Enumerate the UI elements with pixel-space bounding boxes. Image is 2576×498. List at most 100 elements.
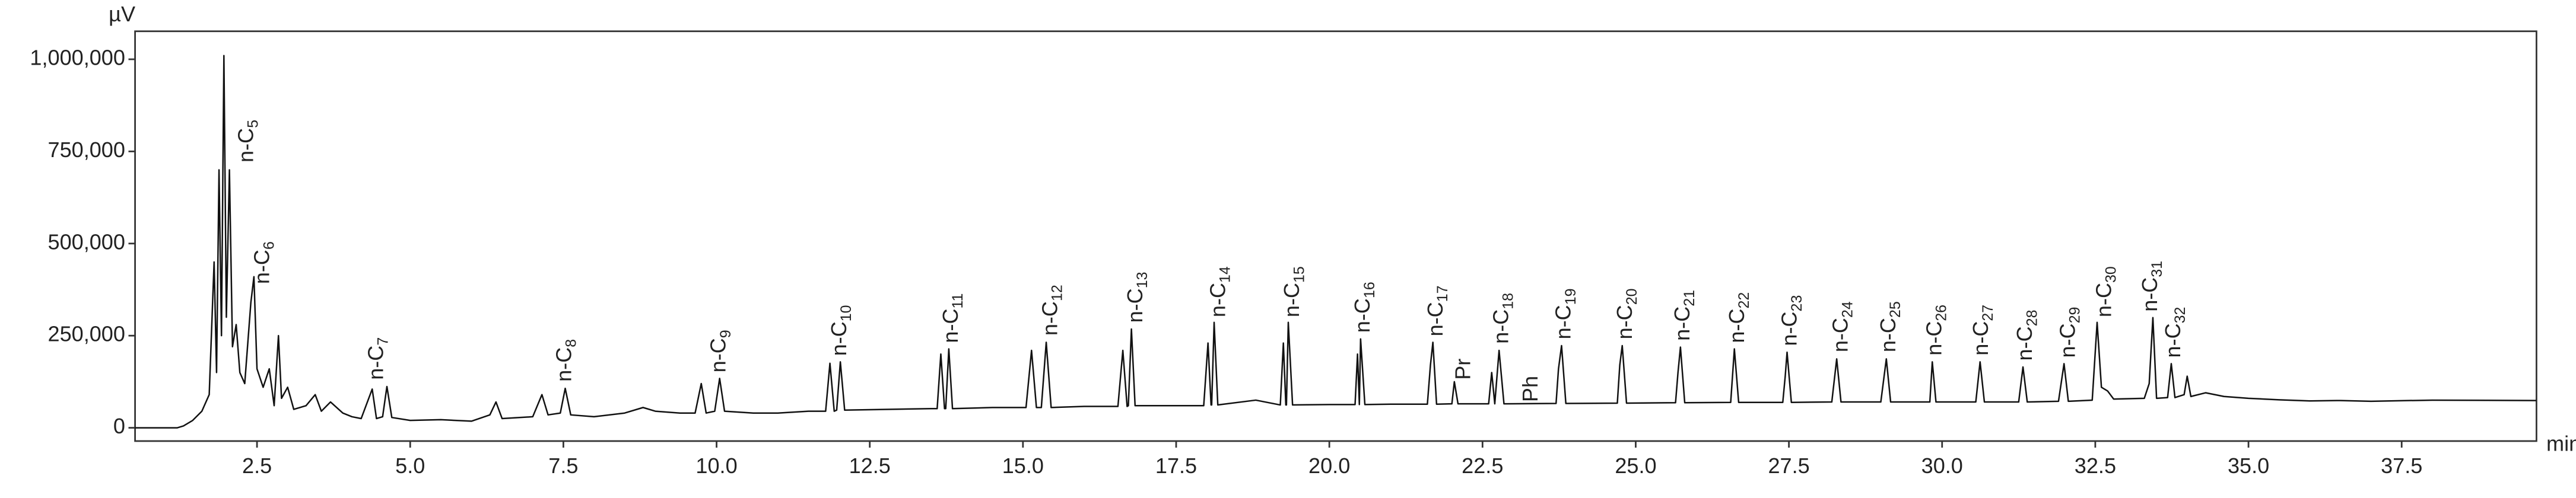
peak-label-subscript: 11 — [949, 293, 966, 309]
x-tick-label: 10.0 — [695, 454, 737, 478]
peak-label-subscript: 9 — [717, 330, 733, 338]
peak-label: n-C21 — [1670, 290, 1698, 341]
x-tick-label: 17.5 — [1155, 454, 1197, 478]
peak-label: n-C18 — [1488, 293, 1516, 344]
peak-label: n-C30 — [2091, 266, 2119, 317]
x-tick-label: 12.5 — [849, 454, 891, 478]
peak-label: n-C20 — [1612, 288, 1640, 339]
peak-label-text: n-C — [1422, 302, 1447, 336]
peak-label-subscript: 29 — [2066, 307, 2083, 324]
peak-label-subscript: 16 — [1361, 282, 1378, 298]
peak-label-text: n-C — [706, 338, 730, 372]
x-tick-label: 25.0 — [1615, 454, 1656, 478]
peak-label-text: n-C — [1968, 321, 1992, 356]
peak-label-subscript: 24 — [1839, 301, 1856, 318]
y-tick-label: 0 — [113, 414, 125, 438]
peak-label-text: n-C — [1828, 318, 1852, 352]
peak-label: n-C28 — [2012, 310, 2040, 361]
peak-label-subscript: 13 — [1134, 272, 1151, 288]
peak-label-text: n-C — [1875, 318, 1900, 352]
trace — [135, 55, 2537, 429]
x-tick-label: 7.5 — [548, 454, 578, 478]
x-tick-label: 15.0 — [1002, 454, 1044, 478]
peak-label-text: n-C — [363, 346, 387, 380]
peak-label: n-C6 — [249, 241, 277, 284]
peak-label-text: n-C — [1551, 305, 1575, 339]
peak-label-text: n-C — [1279, 283, 1304, 317]
peak-label-subscript: 14 — [1216, 266, 1233, 283]
peak-label-text: n-C — [1921, 321, 1946, 356]
peak-label-subscript: 8 — [563, 339, 579, 347]
peak-label: n-C32 — [2161, 307, 2189, 358]
peak-label-text: n-C — [2137, 277, 2161, 312]
peak-label-text: n-C — [2091, 283, 2116, 317]
peak-label-text: n-C — [1670, 307, 1694, 341]
peak-label-text: Ph — [1517, 376, 1542, 402]
peak-label-subscript: 12 — [1049, 285, 1065, 301]
peak-label-text: n-C — [2012, 326, 2037, 360]
peak-label: n-C17 — [1422, 285, 1450, 336]
peak-label: n-C15 — [1279, 266, 1307, 317]
peak-label: n-C24 — [1828, 301, 1856, 352]
x-tick-label: 32.5 — [2075, 454, 2116, 478]
x-axis-label: min — [2546, 432, 2576, 456]
peak-label-text: n-C — [938, 308, 963, 343]
peak-label-subscript: 20 — [1624, 288, 1640, 305]
peak-label-text: n-C — [2161, 323, 2185, 357]
peak-label: n-C29 — [2055, 307, 2083, 358]
peak-label: n-C10 — [827, 305, 855, 356]
x-tick-label: 5.0 — [395, 454, 425, 478]
peak-label-text: n-C — [1037, 301, 1062, 336]
peak-label-subscript: 31 — [2149, 261, 2165, 277]
peak-label-subscript: 27 — [1980, 305, 1996, 321]
peak-label: n-C31 — [2137, 261, 2165, 312]
peak-label: n-C13 — [1122, 272, 1150, 323]
peak-label-subscript: 7 — [374, 337, 391, 346]
peak-label: n-C12 — [1037, 285, 1065, 336]
peak-label: n-C26 — [1921, 305, 1949, 356]
peak-label-subscript: 19 — [1562, 288, 1578, 305]
x-tick-label: 30.0 — [1921, 454, 1963, 478]
peak-label-text: n-C — [249, 250, 274, 284]
peak-label-subscript: 21 — [1681, 290, 1698, 307]
peak-label-text: n-C — [551, 347, 576, 382]
peak-label: Pr — [1450, 359, 1475, 380]
peak-label-subscript: 23 — [1788, 295, 1805, 312]
peak-label-text: n-C — [1350, 298, 1374, 333]
x-tick-label: 27.5 — [1768, 454, 1809, 478]
x-tick-label: 37.5 — [2381, 454, 2422, 478]
peak-label-text: Pr — [1450, 359, 1475, 380]
peak-label-text: n-C — [1777, 311, 1801, 346]
peak-label-text: n-C — [1488, 309, 1513, 344]
peak-label: n-C25 — [1875, 301, 1903, 352]
peak-label: n-C7 — [363, 337, 391, 380]
peak-label-subscript: 30 — [2102, 266, 2119, 283]
peak-label-subscript: 32 — [2172, 307, 2189, 324]
peak-label-subscript: 5 — [244, 120, 261, 128]
x-tick-label: 2.5 — [242, 454, 272, 478]
peak-label-subscript: 28 — [2024, 310, 2040, 327]
y-tick-label: 250,000 — [48, 322, 125, 346]
peak-label-subscript: 17 — [1434, 285, 1451, 302]
peak-label: n-C11 — [938, 293, 966, 343]
x-tick-label: 20.0 — [1308, 454, 1350, 478]
peak-label-text: n-C — [1122, 288, 1146, 323]
x-tick-label: 35.0 — [2228, 454, 2269, 478]
peak-label-text: n-C — [1205, 283, 1230, 317]
peak-label: n-C19 — [1551, 288, 1578, 339]
peak-label: n-C27 — [1968, 305, 1996, 356]
peak-label: n-C9 — [706, 330, 733, 372]
peak-label: n-C8 — [551, 339, 579, 382]
peak-label-subscript: 25 — [1887, 301, 1904, 318]
peak-label-text: n-C — [2055, 323, 2079, 357]
peak-label-text: n-C — [827, 321, 851, 356]
y-axis-label: µV — [109, 2, 135, 26]
peak-label: n-C16 — [1350, 282, 1378, 333]
peak-label: n-C14 — [1205, 266, 1233, 317]
plot-frame — [134, 30, 2537, 442]
peak-label: n-C23 — [1777, 295, 1805, 346]
peak-label-subscript: 18 — [1500, 293, 1516, 309]
peak-label-subscript: 22 — [1736, 292, 1752, 309]
